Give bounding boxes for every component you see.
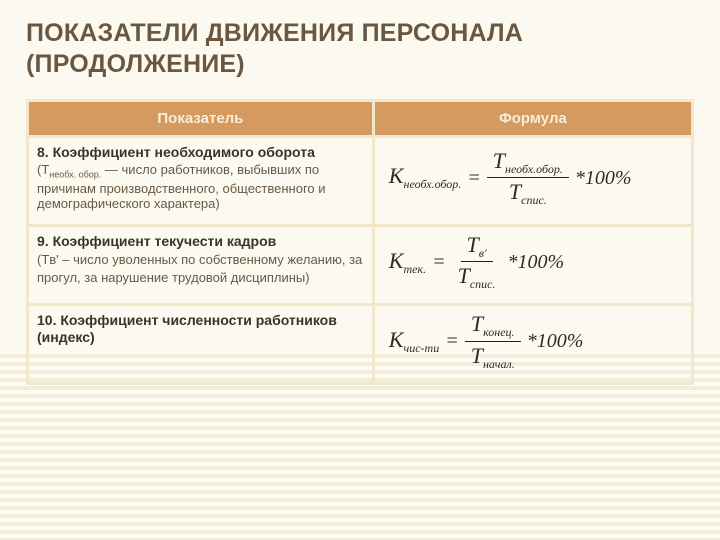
header-indicator: Показатель bbox=[28, 100, 374, 136]
num-var: T bbox=[493, 148, 505, 173]
formula-cell: Kтек. = Tв' Tспис. *100% bbox=[373, 225, 692, 304]
lhs-var: K bbox=[389, 163, 404, 188]
tail: *100% bbox=[527, 329, 584, 353]
lhs-sub: чис-ти bbox=[403, 341, 439, 355]
lhs-var: K bbox=[389, 327, 404, 352]
fraction: Tнеобх.обор. Tспис. bbox=[487, 149, 569, 207]
indicators-table: Показатель Формула 8. Коэффициент необхо… bbox=[26, 99, 694, 386]
slide-content: ПОКАЗАТЕЛИ ДВИЖЕНИЯ ПЕРСОНАЛА (ПРОДОЛЖЕН… bbox=[0, 0, 720, 385]
den-sub: спис. bbox=[521, 193, 547, 207]
row-title: Коэффициент численности работников (инде… bbox=[37, 312, 337, 345]
row-number: 10. bbox=[37, 312, 56, 328]
fraction: Tконец. Tначал. bbox=[465, 312, 521, 370]
num-var: T bbox=[467, 232, 479, 257]
indicator-cell: 9. Коэффициент текучести кадров (Tв' – ч… bbox=[28, 225, 374, 304]
row-title: Коэффициент необходимого оборота bbox=[53, 144, 315, 160]
tail: *100% bbox=[508, 250, 565, 274]
lhs-var: K bbox=[389, 248, 404, 273]
row-number: 9. bbox=[37, 233, 49, 249]
formula-cell: Kнеобх.обор. = Tнеобх.обор. Tспис. *100% bbox=[373, 136, 692, 225]
num-sub: необх.обор. bbox=[505, 162, 563, 176]
equation: Kнеобх.обор. = Tнеобх.обор. Tспис. *100% bbox=[389, 149, 683, 207]
den-var: T bbox=[458, 263, 470, 288]
row-title: Коэффициент текучести кадров bbox=[53, 233, 277, 249]
num-sub: конец. bbox=[483, 325, 514, 339]
equation: Kчис-ти = Tконец. Tначал. *100% bbox=[389, 312, 683, 370]
formula-cell: Kчис-ти = Tконец. Tначал. *100% bbox=[373, 305, 692, 384]
equals: = bbox=[445, 329, 459, 353]
table-row: 9. Коэффициент текучести кадров (Tв' – ч… bbox=[28, 225, 693, 304]
desc-prefix: (T bbox=[37, 162, 49, 177]
den-sub: спис. bbox=[470, 277, 496, 291]
row-description: (Tнеобх. обор. — число работников, выбыв… bbox=[37, 162, 364, 212]
table-body: 8. Коэффициент необходимого оборота (Tне… bbox=[28, 136, 693, 384]
desc-rest: – число уволенных по собственному желани… bbox=[37, 252, 362, 285]
table-row: 8. Коэффициент необходимого оборота (Tне… bbox=[28, 136, 693, 225]
fraction: Tв' Tспис. bbox=[452, 233, 502, 291]
num-var: T bbox=[471, 311, 483, 336]
equals: = bbox=[432, 250, 446, 274]
lhs-sub: тек. bbox=[403, 262, 426, 276]
row-description: (Tв' – число уволенных по собственному ж… bbox=[37, 252, 364, 286]
lhs-sub: необх.обор. bbox=[403, 177, 461, 191]
desc-sub: необх. обор. bbox=[49, 170, 101, 180]
tail: *100% bbox=[575, 166, 632, 190]
den-var: T bbox=[509, 179, 521, 204]
num-sub: в' bbox=[479, 246, 487, 260]
desc-prefix: (Tв' bbox=[37, 252, 59, 267]
equation: Kтек. = Tв' Tспис. *100% bbox=[389, 233, 683, 291]
table-row: 10. Коэффициент численности работников (… bbox=[28, 305, 693, 384]
title-line-2: (ПРОДОЛЖЕНИЕ) bbox=[26, 50, 245, 78]
title-line-1: ПОКАЗАТЕЛИ ДВИЖЕНИЯ ПЕРСОНАЛА bbox=[26, 19, 523, 47]
den-sub: начал. bbox=[483, 357, 515, 371]
header-formula: Формула bbox=[373, 100, 692, 136]
den-var: T bbox=[471, 343, 483, 368]
row-number: 8. bbox=[37, 144, 49, 160]
equals: = bbox=[467, 166, 481, 190]
page-title: ПОКАЗАТЕЛИ ДВИЖЕНИЯ ПЕРСОНАЛА (ПРОДОЛЖЕН… bbox=[26, 18, 694, 81]
indicator-cell: 10. Коэффициент численности работников (… bbox=[28, 305, 374, 384]
indicator-cell: 8. Коэффициент необходимого оборота (Tне… bbox=[28, 136, 374, 225]
